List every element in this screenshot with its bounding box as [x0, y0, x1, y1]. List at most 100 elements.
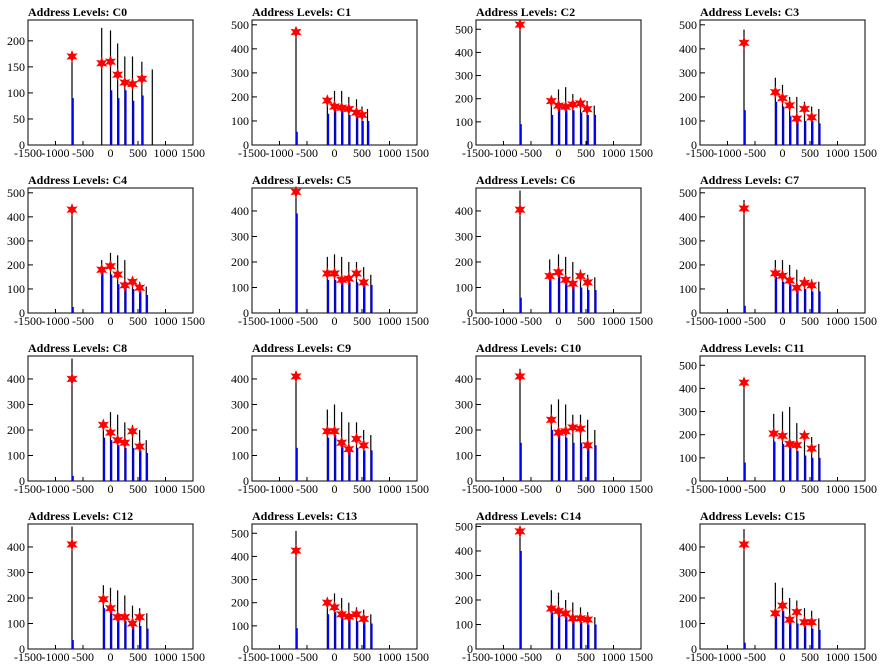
star-marker [66, 50, 78, 63]
x-tick-label: -1500 [462, 146, 490, 160]
y-tick-label: 100 [455, 115, 473, 129]
x-tick-label: -500 [744, 650, 766, 664]
x-tick-label: 1500 [853, 482, 877, 496]
star-marker [336, 101, 348, 115]
y-tick-label: 400 [455, 204, 473, 218]
star-marker [545, 602, 557, 615]
y-tick-label: 400 [231, 372, 249, 386]
y-tick-label: 400 [7, 540, 25, 554]
y-tick-label: 400 [231, 549, 249, 563]
y-tick-label: 300 [231, 397, 249, 411]
x-tick-label: 1500 [405, 314, 429, 328]
y-tick-label: 400 [679, 381, 697, 395]
x-tick-label: -500 [520, 650, 542, 664]
y-tick-label: 400 [231, 204, 249, 218]
x-tick-label: 500 [353, 650, 371, 664]
x-tick-label: -500 [520, 314, 542, 328]
y-tick-label: 300 [7, 397, 25, 411]
x-tick-label: 1000 [826, 482, 850, 496]
star-marker [791, 438, 803, 452]
y-tick-label: 0 [19, 306, 25, 320]
x-tick-label: -1000 [42, 146, 70, 160]
star-marker [769, 85, 781, 99]
x-tick-label: 1000 [602, 650, 626, 664]
star-marker [350, 607, 363, 621]
x-tick-label: -1000 [490, 314, 518, 328]
star-marker [350, 432, 363, 446]
y-tick-label: 0 [243, 138, 249, 152]
star-marker [134, 610, 146, 624]
star-marker [798, 615, 811, 629]
star-marker [574, 611, 587, 625]
x-tick-label: 0 [780, 146, 786, 160]
star-marker [776, 599, 789, 613]
x-tick-label: -1500 [686, 146, 714, 160]
plot-title: Address Levels: C2 [476, 5, 575, 19]
star-marker [290, 25, 302, 39]
star-marker [112, 68, 124, 82]
star-marker [806, 615, 818, 629]
x-tick-label: -1500 [686, 650, 714, 664]
x-tick-label: 1500 [181, 146, 205, 160]
star-marker [134, 281, 146, 295]
star-marker [126, 275, 139, 289]
y-tick-label: 0 [467, 138, 473, 152]
star-marker [321, 424, 333, 438]
y-tick-label: 300 [455, 229, 473, 243]
x-tick-label: -500 [72, 650, 94, 664]
x-tick-label: 1000 [378, 314, 402, 328]
star-marker [290, 185, 302, 199]
star-marker [104, 55, 117, 69]
y-tick-label: 100 [231, 114, 249, 128]
y-tick-label: 500 [455, 519, 473, 533]
x-tick-label: 1500 [405, 650, 429, 664]
x-tick-label: -500 [72, 314, 94, 328]
subplot-c0: Address Levels: C0 0 50 100 150 200 -1500 -1000… [7, 5, 205, 160]
y-tick-label: 200 [455, 255, 473, 269]
plot-title: Address Levels: C0 [28, 5, 127, 19]
x-tick-label: -1500 [462, 482, 490, 496]
y-tick-label: 300 [231, 66, 249, 80]
y-tick-label: 100 [679, 114, 697, 128]
x-tick-label: -1000 [714, 482, 742, 496]
x-tick-label: 1500 [629, 482, 653, 496]
x-tick-label: 500 [129, 146, 147, 160]
x-tick-label: -1500 [14, 650, 42, 664]
x-tick-label: -1000 [490, 146, 518, 160]
y-tick-label: 400 [679, 540, 697, 554]
y-tick-label: 100 [679, 282, 697, 296]
y-tick-label: 500 [679, 358, 697, 372]
plot-title: Address Levels: C6 [476, 173, 575, 187]
star-marker [356, 108, 368, 122]
star-marker [582, 275, 594, 289]
x-tick-label: 500 [129, 314, 147, 328]
star-marker [358, 275, 370, 289]
y-tick-label: 300 [7, 565, 25, 579]
x-tick-label: -1500 [238, 146, 266, 160]
x-tick-label: -1000 [42, 314, 70, 328]
star-marker [776, 429, 789, 443]
x-tick-label: 500 [801, 482, 819, 496]
star-marker [574, 422, 587, 436]
x-tick-label: -500 [296, 482, 318, 496]
plot-title: Address Levels: C15 [700, 509, 805, 523]
y-tick-label: 200 [7, 591, 25, 605]
x-tick-label: -500 [296, 650, 318, 664]
star-marker [545, 94, 557, 108]
star-marker [343, 442, 355, 456]
y-tick-label: 100 [679, 616, 697, 630]
subplot-c3: Address Levels: C30100200300400500-1500-… [679, 5, 877, 160]
y-tick-label: 100 [455, 617, 473, 631]
x-tick-label: -1000 [490, 482, 518, 496]
star-marker [768, 427, 780, 440]
star-marker [112, 433, 124, 447]
x-tick-label: -1500 [462, 314, 490, 328]
x-tick-label: 500 [129, 650, 147, 664]
star-marker [582, 613, 594, 627]
y-tick-label: 200 [679, 428, 697, 442]
subplot-c12: Address Levels: C12 0 100 200 300 400 -1500 -10… [7, 509, 205, 664]
x-tick-label: 0 [108, 650, 114, 664]
plot-title: Address Levels: C4 [28, 173, 127, 187]
y-tick-label: 200 [7, 258, 25, 272]
x-tick-label: 0 [108, 482, 114, 496]
